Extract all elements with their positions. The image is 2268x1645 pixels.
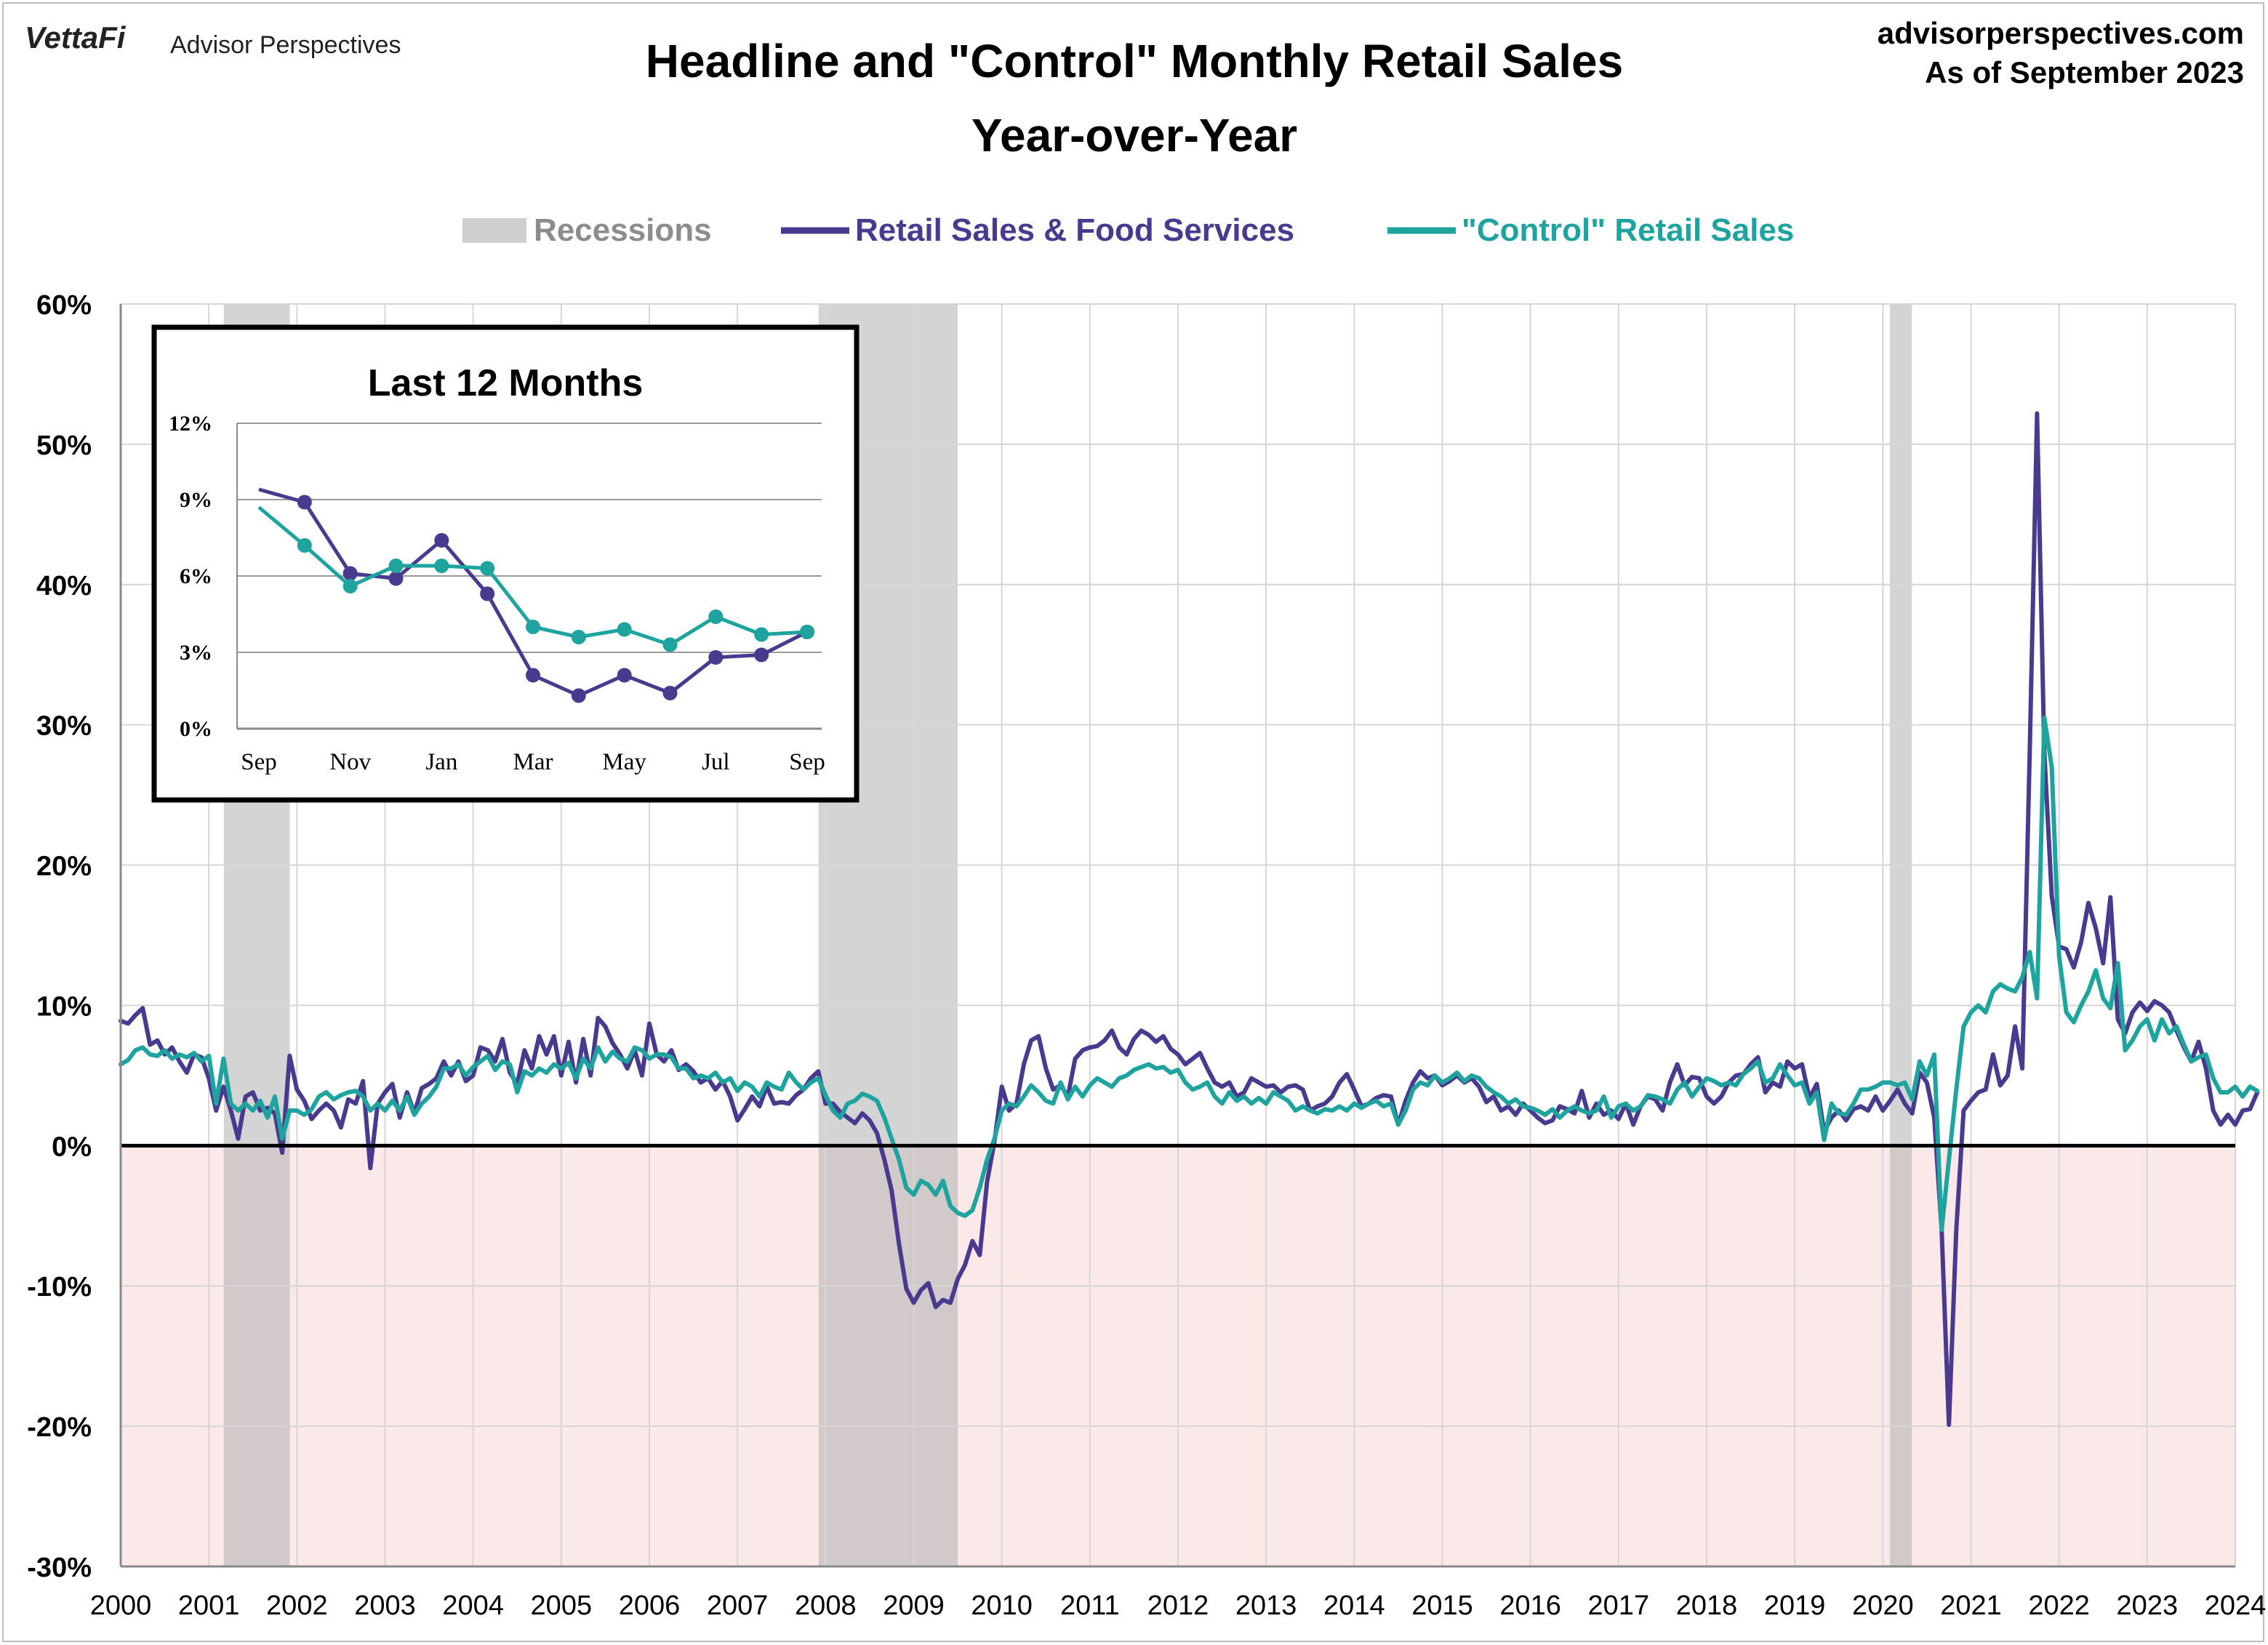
x-tick-label: 2002 [266,1590,328,1621]
inset-point-retail-sales [434,533,449,548]
as-of-date: As of September 2023 [1925,55,2244,89]
inset-x-tick-label: Mar [513,749,553,775]
inset-point-control-sales [480,561,495,576]
inset-point-retail-sales [662,686,678,700]
y-tick-label: 20% [36,852,92,882]
inset-point-retail-sales [342,566,358,581]
chart-subtitle: Year-over-Year [971,109,1297,161]
x-tick-label: 2003 [354,1590,416,1621]
x-tick-label: 2015 [1411,1590,1473,1621]
source-website: advisorperspectives.com [1878,16,2244,50]
inset-y-tick-label: 0% [180,717,212,741]
x-tick-label: 2018 [1676,1590,1738,1621]
chart-title: Headline and "Control" Monthly Retail Sa… [646,35,1623,87]
legend: Recessions Retail Sales & Food Services … [462,212,1794,248]
x-tick-label: 2004 [442,1590,504,1621]
inset-point-retail-sales [388,571,404,586]
inset-point-control-sales [434,559,449,573]
inset-frame [151,324,859,803]
x-tick-label: 2020 [1852,1590,1914,1621]
inset-point-control-sales [708,609,724,624]
x-tick-label: 2005 [531,1590,593,1621]
inset-y-tick-label: 6% [180,564,212,588]
x-tick-label: 2014 [1323,1590,1385,1621]
x-tick-label: 2019 [1764,1590,1826,1621]
inset-chart: Last 12 Months 0% 3% 6% 9% 12% Sep Nov Jan Mar Ma… [151,324,859,803]
x-tick-label: 2024 [2205,1590,2267,1621]
inset-point-retail-sales [526,668,540,683]
x-tick-label: 2010 [971,1590,1033,1621]
x-tick-label: 2008 [795,1590,857,1621]
inset-x-tick-label: May [602,749,646,775]
vettafi-logo: VettaFi [25,20,127,55]
x-tick-label: 2009 [883,1590,945,1621]
main-axes: -30% -20% -10% 0% 10% 20% 30% 40% 50% 60% 2000 2001… [27,290,2266,1621]
y-tick-label: -10% [27,1272,92,1302]
legend-label-control-sales: "Control" Retail Sales [1462,212,1794,248]
inset-point-retail-sales [571,688,586,703]
y-tick-label: 60% [36,290,92,321]
inset-point-retail-sales [708,650,724,665]
series-line-retail-sales [119,411,2260,1428]
inset-point-control-sales [526,620,540,634]
series-line-control-sales [119,716,2260,1233]
legend-swatch-recessions [462,218,526,243]
inset-point-control-sales [388,559,404,573]
y-tick-label: 10% [36,991,92,1022]
inset-x-tick-label: Sep [789,749,825,775]
inset-point-control-sales [800,625,814,639]
x-tick-label: 2017 [1588,1590,1650,1621]
inset-point-control-sales [662,637,678,652]
x-tick-label: 2022 [2028,1590,2090,1621]
inset-x-tick-label: Nov [329,749,371,775]
inset-point-retail-sales [480,586,495,601]
inset-y-tick-label: 3% [180,641,212,665]
x-tick-label: 2011 [1060,1590,1120,1621]
inset-point-control-sales [342,579,358,593]
inset-point-control-sales [297,538,312,553]
legend-label-recessions: Recessions [534,212,712,248]
x-tick-label: 2013 [1235,1590,1297,1621]
inset-x-tick-label: Sep [241,749,277,775]
legend-label-retail-sales: Retail Sales & Food Services [855,212,1294,248]
y-tick-label: -20% [27,1412,92,1443]
x-tick-label: 2012 [1147,1590,1209,1621]
brand-name: Advisor Perspectives [170,31,401,59]
inset-point-retail-sales [754,647,769,663]
inset-y-tick-label: 12% [169,412,212,436]
y-tick-label: 50% [36,431,92,461]
y-tick-label: 30% [36,711,92,742]
x-tick-label: 2007 [707,1590,769,1621]
x-tick-label: 2021 [1940,1590,2002,1621]
inset-series-layer [257,487,814,703]
main-series-layer [119,411,2260,1428]
x-tick-label: 2000 [90,1590,152,1621]
inset-point-control-sales [754,627,769,642]
inset-x-tick-label: Jul [702,749,730,775]
inset-point-retail-sales [297,495,312,510]
x-tick-label: 2006 [619,1590,681,1621]
recession-band-3 [1890,304,1912,1566]
inset-point-control-sales [571,630,586,644]
x-tick-label: 2023 [2117,1590,2179,1621]
y-tick-label: 0% [52,1132,92,1162]
y-tick-label: 40% [36,571,92,601]
y-tick-label: -30% [27,1553,92,1583]
inset-title: Last 12 Months [368,362,644,404]
inset-gridlines: 0% 3% 6% 9% 12% Sep Nov Jan Mar May Jul Sep [169,412,825,775]
inset-y-tick-label: 9% [180,488,212,512]
x-tick-label: 2016 [1499,1590,1561,1621]
inset-point-control-sales [617,622,632,637]
x-tick-label: 2001 [178,1590,240,1621]
inset-x-tick-label: Jan [425,749,457,775]
inset-point-retail-sales [617,668,632,683]
